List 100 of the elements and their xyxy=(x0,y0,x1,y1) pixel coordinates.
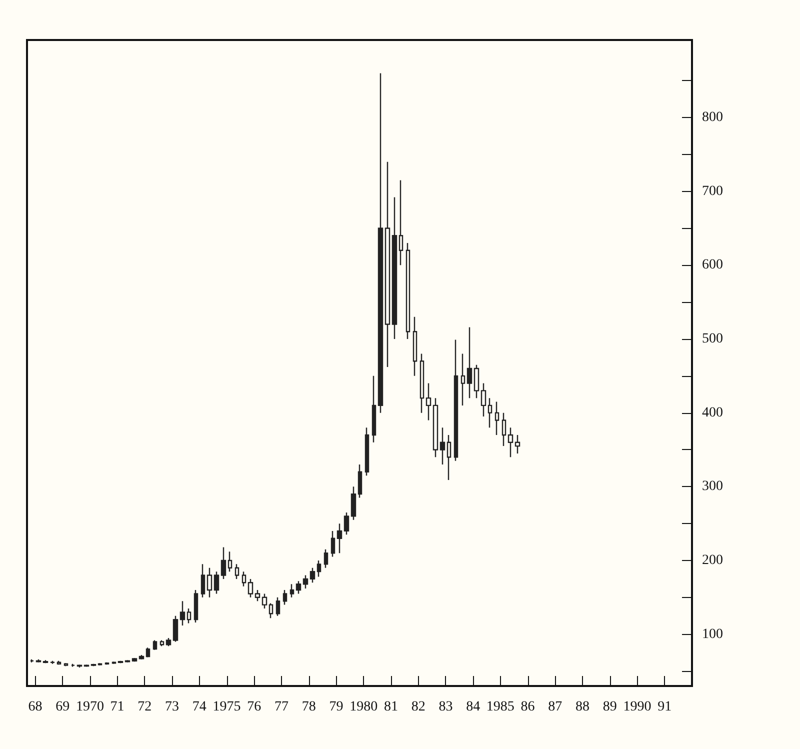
candlestick xyxy=(480,382,486,418)
candlestick xyxy=(50,660,56,664)
candlestick xyxy=(166,637,172,647)
x-tick-label: 78 xyxy=(302,700,316,714)
candlestick xyxy=(138,654,144,660)
candlestick xyxy=(104,662,110,666)
x-tick-label: 71 xyxy=(110,700,124,714)
candlestick xyxy=(302,574,308,590)
candlestick xyxy=(514,434,520,454)
x-tick-label: 1970 xyxy=(76,700,104,714)
candlestick xyxy=(330,530,336,558)
candlestick xyxy=(42,660,48,664)
candlestick xyxy=(276,596,280,616)
x-tick-label: 87 xyxy=(548,700,562,714)
x-tick-label: 1990 xyxy=(623,700,652,714)
x-tick-label: 84 xyxy=(466,700,480,714)
x-tick-label: 83 xyxy=(438,700,453,714)
candlestick xyxy=(460,353,466,406)
candlestick xyxy=(84,664,90,668)
candlestick xyxy=(214,570,220,594)
candlestick xyxy=(146,647,150,658)
y-tick-label: 700 xyxy=(702,184,723,199)
candlestick xyxy=(228,551,232,572)
candlestick xyxy=(494,401,500,436)
candlestick xyxy=(364,427,370,476)
candlestick xyxy=(268,602,274,619)
candlestick xyxy=(290,584,294,598)
candlestick xyxy=(372,375,376,443)
candlestick xyxy=(242,570,246,587)
x-tick-label: 74 xyxy=(192,700,206,714)
x-tick-label: 77 xyxy=(274,700,289,714)
x-tick-label: 81 xyxy=(384,700,398,714)
candlestick xyxy=(220,546,226,580)
candlestick xyxy=(64,662,68,667)
y-tick-label: 400 xyxy=(702,405,723,420)
candlestick xyxy=(76,664,82,668)
candlestick xyxy=(172,615,178,642)
candlestick xyxy=(420,353,424,414)
y-tick-label: 200 xyxy=(702,552,723,568)
x-tick-label: 86 xyxy=(520,700,535,714)
x-tick-label: 69 xyxy=(56,700,70,714)
candlestick xyxy=(336,522,342,554)
candlestick xyxy=(206,567,212,598)
candlestick xyxy=(36,658,42,663)
y-tick-label: 100 xyxy=(702,626,723,642)
candlestick xyxy=(454,339,458,462)
candlestick xyxy=(254,589,260,602)
x-tick-label: 1980 xyxy=(350,700,378,714)
candlestick xyxy=(508,427,514,458)
x-tick-label: 1975 xyxy=(212,700,241,714)
x-tick-label: 1985 xyxy=(486,700,514,714)
candlestick xyxy=(350,486,356,520)
x-tick-label: 72 xyxy=(138,700,152,714)
candlestick xyxy=(316,560,322,578)
candlestick xyxy=(344,512,350,536)
y-tick-label: 500 xyxy=(702,332,723,347)
candlestick xyxy=(200,564,206,598)
candlestick xyxy=(446,434,452,481)
candlestick xyxy=(406,242,410,340)
candlestick xyxy=(466,326,472,399)
candlestick xyxy=(194,589,198,624)
candlestick xyxy=(398,180,404,266)
candlestick xyxy=(180,600,186,626)
x-tick-label: 88 xyxy=(576,700,590,714)
candlestick xyxy=(358,464,362,498)
candlestick xyxy=(56,660,62,666)
candlestick xyxy=(488,397,492,428)
candlestick xyxy=(118,660,124,664)
candlestick xyxy=(412,316,418,377)
candlestick xyxy=(324,548,328,568)
y-tick-label: 300 xyxy=(702,479,723,494)
x-tick-label: 68 xyxy=(28,700,42,714)
candlestick xyxy=(296,580,302,594)
x-tick-label: 79 xyxy=(329,700,344,714)
candlestick xyxy=(98,662,102,666)
candlestick xyxy=(310,567,316,584)
candlestick xyxy=(132,657,138,662)
candlestick xyxy=(502,412,506,447)
candlestick xyxy=(392,196,398,340)
candlestick xyxy=(440,427,446,466)
candlestick xyxy=(90,663,96,667)
x-tick-label: 82 xyxy=(411,700,426,714)
candlestick xyxy=(152,640,158,650)
candlestick xyxy=(474,364,480,399)
candlestick xyxy=(378,72,384,414)
candlestick xyxy=(432,397,438,458)
x-tick-label: 89 xyxy=(602,700,617,714)
x-tick-label: 73 xyxy=(165,700,180,714)
y-tick-label: 800 xyxy=(702,110,723,126)
candlestick xyxy=(112,661,116,664)
y-tick-label: 600 xyxy=(702,258,723,273)
candlestick xyxy=(186,608,192,624)
candlestick xyxy=(282,589,288,606)
candlestick xyxy=(248,578,254,598)
candlestick xyxy=(384,161,390,368)
candlestick xyxy=(160,640,164,647)
candlestick xyxy=(262,593,268,610)
x-tick-label: 91 xyxy=(658,700,672,714)
candlestick xyxy=(234,564,240,580)
candlestick xyxy=(426,382,432,421)
